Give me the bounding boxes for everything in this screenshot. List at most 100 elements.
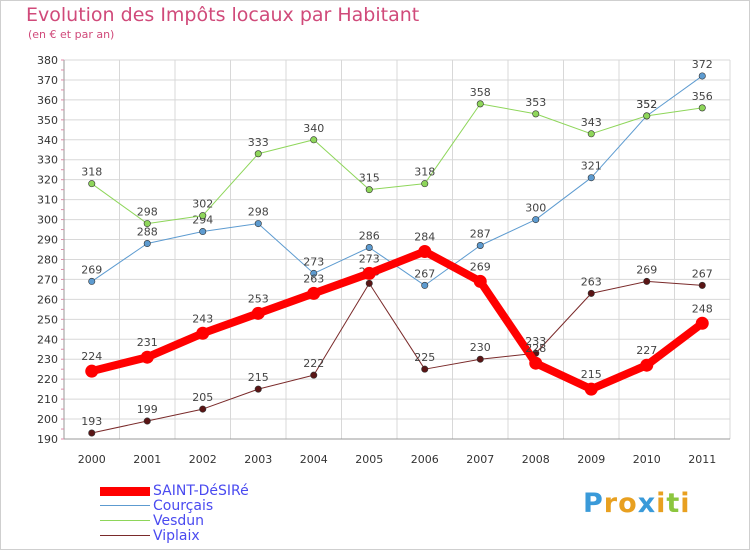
data-point bbox=[421, 180, 429, 188]
data-point bbox=[476, 100, 484, 108]
data-label: 199 bbox=[137, 403, 158, 416]
data-point bbox=[698, 72, 706, 80]
data-label: 269 bbox=[81, 263, 102, 276]
legend-label: Courçais bbox=[153, 498, 214, 514]
data-label: 353 bbox=[525, 96, 546, 109]
data-label: 248 bbox=[692, 302, 713, 315]
data-point bbox=[421, 281, 429, 289]
data-label: 227 bbox=[636, 344, 657, 357]
data-point bbox=[310, 371, 318, 379]
data-point bbox=[365, 244, 373, 252]
data-point bbox=[199, 405, 207, 413]
y-tick-label: 190 bbox=[37, 433, 58, 446]
data-label: 269 bbox=[636, 263, 657, 276]
data-label: 231 bbox=[137, 336, 158, 349]
data-point bbox=[254, 385, 262, 393]
data-point bbox=[584, 382, 598, 396]
data-point bbox=[476, 355, 484, 363]
data-point bbox=[587, 289, 595, 297]
y-tick-label: 240 bbox=[37, 333, 58, 346]
y-tick-label: 300 bbox=[37, 214, 58, 227]
data-point bbox=[310, 136, 318, 144]
y-tick-label: 270 bbox=[37, 273, 58, 286]
data-point bbox=[532, 110, 540, 118]
data-label: 288 bbox=[137, 226, 158, 239]
legend-swatch bbox=[100, 487, 150, 496]
data-point bbox=[88, 180, 96, 188]
data-point bbox=[362, 266, 376, 280]
x-tick-label: 2002 bbox=[189, 453, 217, 466]
legend-label: SAINT-DéSIRé bbox=[153, 483, 249, 499]
data-point bbox=[199, 212, 207, 220]
logo-letter: i bbox=[656, 488, 667, 519]
data-point bbox=[365, 186, 373, 194]
series-line bbox=[91, 103, 703, 225]
series-line bbox=[91, 280, 703, 434]
data-label: 253 bbox=[248, 292, 269, 305]
data-point bbox=[310, 269, 318, 277]
data-label: 263 bbox=[581, 275, 602, 288]
y-tick-label: 290 bbox=[37, 234, 58, 247]
legend-label: Vesdun bbox=[153, 513, 205, 529]
x-tick-label: 2011 bbox=[688, 453, 716, 466]
logo-letter: o bbox=[618, 488, 638, 519]
y-tick-label: 380 bbox=[37, 54, 58, 67]
y-tick-label: 320 bbox=[37, 174, 58, 187]
data-point bbox=[251, 306, 265, 320]
data-point bbox=[307, 286, 321, 300]
data-label: 300 bbox=[525, 202, 546, 215]
logo-letter: r bbox=[603, 488, 619, 519]
x-tick-label: 2003 bbox=[244, 453, 272, 466]
y-tick-label: 280 bbox=[37, 253, 58, 266]
data-point bbox=[365, 279, 373, 287]
data-label: 321 bbox=[581, 160, 602, 173]
x-tick-label: 2009 bbox=[577, 453, 605, 466]
data-point bbox=[587, 130, 595, 138]
y-tick-label: 360 bbox=[37, 94, 58, 107]
data-label: 215 bbox=[248, 371, 269, 384]
data-point bbox=[196, 326, 210, 340]
y-tick-label: 260 bbox=[37, 293, 58, 306]
data-label: 298 bbox=[248, 206, 269, 219]
data-point bbox=[698, 281, 706, 289]
y-tick-label: 330 bbox=[37, 154, 58, 167]
data-label: 225 bbox=[414, 351, 435, 364]
data-label: 224 bbox=[81, 350, 102, 363]
data-label: 230 bbox=[470, 341, 491, 354]
chart-title: Evolution des Impôts locaux par Habitant bbox=[26, 4, 420, 26]
x-tick-label: 2008 bbox=[522, 453, 550, 466]
y-tick-label: 340 bbox=[37, 134, 58, 147]
data-point bbox=[643, 277, 651, 285]
x-tick-label: 2005 bbox=[355, 453, 383, 466]
data-point bbox=[88, 277, 96, 285]
y-tick-label: 370 bbox=[37, 74, 58, 87]
data-label: 343 bbox=[581, 116, 602, 129]
legend-swatch bbox=[100, 535, 150, 536]
x-tick-label: 2007 bbox=[466, 453, 494, 466]
data-label: 340 bbox=[303, 122, 324, 135]
data-point bbox=[640, 358, 654, 372]
legend-swatch bbox=[100, 520, 150, 521]
data-point bbox=[254, 220, 262, 228]
x-tick-label: 2006 bbox=[411, 453, 439, 466]
data-label: 318 bbox=[81, 166, 102, 179]
data-point bbox=[143, 220, 151, 228]
data-label: 243 bbox=[192, 312, 213, 325]
data-label: 284 bbox=[414, 230, 435, 243]
logo-letter: P bbox=[583, 488, 604, 519]
data-label: 352 bbox=[636, 98, 657, 111]
data-label: 286 bbox=[359, 230, 380, 243]
logo-letter: i bbox=[680, 488, 691, 519]
logo-letter: x bbox=[637, 488, 657, 519]
data-point bbox=[140, 350, 154, 364]
data-label: 298 bbox=[137, 206, 158, 219]
data-label: 193 bbox=[81, 415, 102, 428]
data-point bbox=[254, 150, 262, 158]
data-label: 233 bbox=[525, 335, 546, 348]
data-point bbox=[199, 228, 207, 236]
proxiti-logo: Proxiti bbox=[583, 488, 691, 519]
x-tick-label: 2001 bbox=[133, 453, 161, 466]
y-tick-label: 220 bbox=[37, 373, 58, 386]
data-point bbox=[476, 242, 484, 250]
